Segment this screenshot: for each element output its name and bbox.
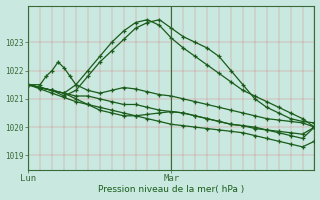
X-axis label: Pression niveau de la mer( hPa ): Pression niveau de la mer( hPa )	[98, 185, 244, 194]
